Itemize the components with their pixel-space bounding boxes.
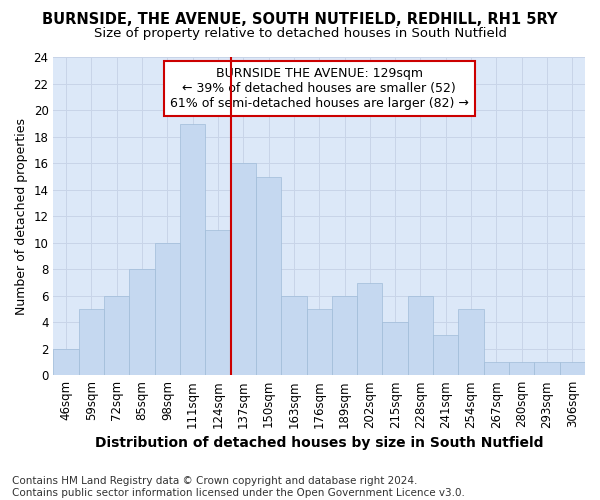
Bar bbox=[180, 124, 205, 375]
Text: BURNSIDE THE AVENUE: 129sqm
← 39% of detached houses are smaller (52)
61% of sem: BURNSIDE THE AVENUE: 129sqm ← 39% of det… bbox=[170, 67, 469, 110]
Text: BURNSIDE, THE AVENUE, SOUTH NUTFIELD, REDHILL, RH1 5RY: BURNSIDE, THE AVENUE, SOUTH NUTFIELD, RE… bbox=[42, 12, 558, 28]
Y-axis label: Number of detached properties: Number of detached properties bbox=[15, 118, 28, 315]
Bar bbox=[458, 309, 484, 375]
Bar bbox=[382, 322, 408, 375]
Bar bbox=[130, 270, 155, 375]
Bar bbox=[408, 296, 433, 375]
Bar bbox=[484, 362, 509, 375]
Bar bbox=[433, 336, 458, 375]
Bar bbox=[256, 176, 281, 375]
Bar bbox=[230, 164, 256, 375]
Bar bbox=[560, 362, 585, 375]
Text: Size of property relative to detached houses in South Nutfield: Size of property relative to detached ho… bbox=[94, 26, 506, 40]
Bar bbox=[104, 296, 130, 375]
Bar bbox=[307, 309, 332, 375]
Bar bbox=[155, 243, 180, 375]
Bar bbox=[79, 309, 104, 375]
Bar bbox=[205, 230, 230, 375]
Bar bbox=[535, 362, 560, 375]
Bar bbox=[509, 362, 535, 375]
Bar bbox=[281, 296, 307, 375]
X-axis label: Distribution of detached houses by size in South Nutfield: Distribution of detached houses by size … bbox=[95, 436, 544, 450]
Bar bbox=[332, 296, 357, 375]
Bar bbox=[53, 348, 79, 375]
Bar bbox=[357, 282, 382, 375]
Text: Contains HM Land Registry data © Crown copyright and database right 2024.
Contai: Contains HM Land Registry data © Crown c… bbox=[12, 476, 465, 498]
